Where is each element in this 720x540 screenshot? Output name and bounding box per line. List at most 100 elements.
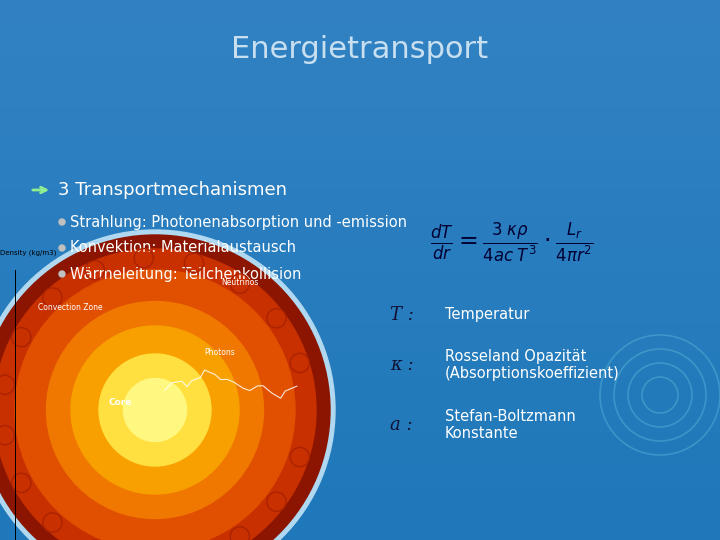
- Bar: [0, 168, 720, 169]
- Bar: [0, 138, 720, 139]
- Bar: [0, 458, 720, 459]
- Bar: [0, 463, 720, 464]
- Bar: [0, 388, 720, 389]
- Bar: [0, 323, 720, 324]
- Text: Temperatur: Temperatur: [445, 307, 529, 322]
- Bar: [0, 394, 720, 395]
- Text: $\frac{dT}{dr}=\frac{3\;\kappa\rho}{4ac\;T^3}\cdot\frac{L_r}{4\pi r^2}$: $\frac{dT}{dr}=\frac{3\;\kappa\rho}{4ac\…: [430, 220, 593, 264]
- Bar: [0, 522, 720, 523]
- Bar: [0, 286, 720, 287]
- Bar: [0, 365, 720, 366]
- Bar: [0, 233, 720, 234]
- Circle shape: [0, 235, 330, 540]
- Bar: [0, 113, 720, 114]
- Bar: [0, 216, 720, 217]
- Bar: [0, 524, 720, 525]
- Bar: [0, 370, 720, 371]
- Bar: [0, 218, 720, 219]
- Bar: [0, 469, 720, 470]
- Bar: [0, 450, 720, 451]
- Bar: [0, 18, 720, 19]
- Bar: [0, 260, 720, 261]
- Bar: [0, 75, 720, 76]
- Bar: [0, 100, 720, 101]
- Bar: [0, 399, 720, 400]
- Bar: [0, 372, 720, 373]
- Bar: [0, 304, 720, 305]
- Bar: [0, 487, 720, 488]
- Bar: [0, 505, 720, 506]
- Bar: [0, 119, 720, 120]
- Bar: [0, 154, 720, 155]
- Bar: [0, 25, 720, 26]
- Circle shape: [0, 230, 335, 540]
- Bar: [0, 131, 720, 132]
- Bar: [0, 488, 720, 489]
- Bar: [0, 446, 720, 447]
- Bar: [0, 407, 720, 408]
- Bar: [0, 364, 720, 365]
- Bar: [0, 257, 720, 258]
- Bar: [0, 427, 720, 428]
- Bar: [0, 380, 720, 381]
- Bar: [0, 67, 720, 68]
- Bar: [0, 51, 720, 52]
- Bar: [0, 462, 720, 463]
- Bar: [0, 320, 720, 321]
- Bar: [0, 436, 720, 437]
- Circle shape: [99, 354, 211, 466]
- Bar: [0, 295, 720, 296]
- Bar: [0, 181, 720, 182]
- Bar: [0, 387, 720, 388]
- Bar: [0, 95, 720, 96]
- Bar: [0, 35, 720, 36]
- Bar: [0, 400, 720, 401]
- Bar: [0, 162, 720, 163]
- Bar: [0, 22, 720, 23]
- Bar: [0, 39, 720, 40]
- Bar: [0, 429, 720, 430]
- Bar: [0, 355, 720, 356]
- Bar: [0, 166, 720, 167]
- Bar: [0, 69, 720, 70]
- Bar: [0, 515, 720, 516]
- Bar: [0, 188, 720, 189]
- Bar: [0, 456, 720, 457]
- Bar: [0, 325, 720, 326]
- Bar: [0, 339, 720, 340]
- Bar: [0, 344, 720, 345]
- Bar: [0, 15, 720, 16]
- Bar: [0, 357, 720, 358]
- Text: Core: Core: [108, 398, 132, 407]
- Bar: [0, 207, 720, 208]
- Bar: [0, 416, 720, 417]
- Bar: [0, 266, 720, 267]
- Bar: [0, 124, 720, 125]
- Bar: [0, 264, 720, 265]
- Bar: [0, 294, 720, 295]
- Bar: [0, 145, 720, 146]
- Text: Convection Zone: Convection Zone: [37, 303, 102, 312]
- Bar: [0, 112, 720, 113]
- Bar: [0, 534, 720, 535]
- Bar: [0, 76, 720, 77]
- Bar: [0, 452, 720, 453]
- Bar: [0, 512, 720, 513]
- Bar: [0, 60, 720, 61]
- Bar: [0, 82, 720, 83]
- Bar: [0, 328, 720, 329]
- Text: Density (kg/m3): Density (kg/m3): [0, 250, 56, 256]
- Bar: [0, 311, 720, 312]
- Bar: [0, 42, 720, 43]
- Bar: [0, 442, 720, 443]
- Bar: [0, 490, 720, 491]
- Bar: [0, 361, 720, 362]
- Bar: [0, 37, 720, 38]
- Bar: [0, 489, 720, 490]
- Bar: [0, 34, 720, 35]
- Bar: [0, 368, 720, 369]
- Bar: [0, 111, 720, 112]
- Bar: [0, 391, 720, 392]
- Bar: [0, 410, 720, 411]
- Bar: [0, 62, 720, 63]
